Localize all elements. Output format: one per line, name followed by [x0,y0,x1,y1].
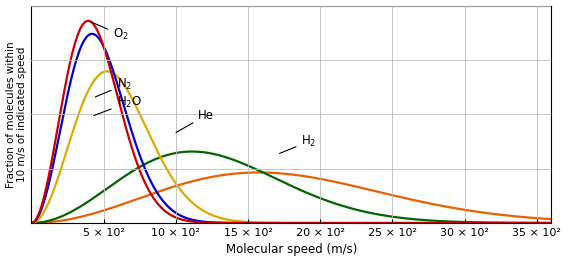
Y-axis label: Fraction of molecules within
10 m/s of indicated speed: Fraction of molecules within 10 m/s of i… [6,41,27,188]
Text: H$_2$: H$_2$ [279,134,317,154]
Text: N$_2$: N$_2$ [95,77,132,97]
Text: O$_2$: O$_2$ [91,22,129,42]
Text: H$_2$O: H$_2$O [94,95,142,116]
Text: He: He [176,109,214,133]
X-axis label: Molecular speed (m/s): Molecular speed (m/s) [225,243,357,256]
